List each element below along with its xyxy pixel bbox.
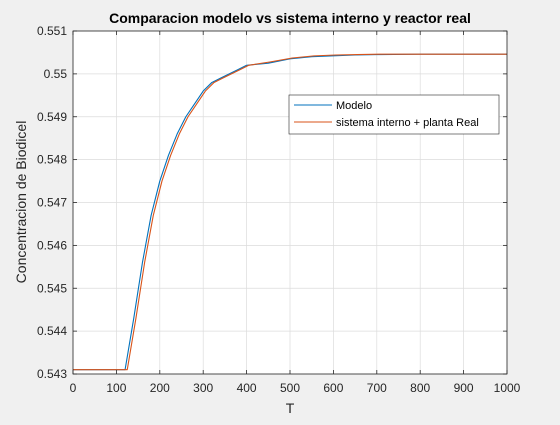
x-tick-label: 500	[280, 381, 300, 395]
ticks: 0 100 200 300 400 500 600 700 800 900 1000 0.543 0.5…	[37, 24, 521, 395]
x-tick-label: 200	[150, 381, 170, 395]
x-tick-label: 800	[410, 381, 430, 395]
chart-title: Comparacion modelo vs sistema interno y …	[109, 10, 471, 26]
y-tick-label: 0.547	[37, 196, 67, 210]
x-tick-label: 700	[367, 381, 387, 395]
y-axis-label: Concentracion de Biodicel	[13, 121, 29, 284]
x-tick-label: 0	[70, 381, 77, 395]
legend-label-planta-real: sistema interno + planta Real	[336, 117, 479, 129]
x-tick-label: 400	[237, 381, 257, 395]
y-tick-label: 0.55	[44, 67, 68, 81]
x-tick-label: 300	[193, 381, 213, 395]
y-tick-label: 0.549	[37, 110, 67, 124]
x-tick-label: 600	[323, 381, 343, 395]
legend: Modelo sistema interno + planta Real	[288, 94, 500, 135]
legend-box	[288, 94, 500, 135]
y-tick-label: 0.545	[37, 281, 67, 295]
y-tick-label: 0.546	[37, 238, 67, 252]
y-tick-label: 0.548	[37, 153, 67, 167]
legend-label-modelo: Modelo	[336, 100, 372, 112]
y-tick-label: 0.544	[37, 324, 67, 338]
x-tick-label: 100	[106, 381, 126, 395]
x-tick-label: 900	[454, 381, 474, 395]
y-tick-label: 0.551	[37, 24, 67, 38]
series-layer	[73, 53, 507, 371]
y-tick-label: 0.543	[37, 367, 67, 381]
series-line-planta-real	[73, 53, 507, 371]
x-axis-label: T	[286, 400, 295, 416]
x-tick-label: 1000	[494, 381, 521, 395]
